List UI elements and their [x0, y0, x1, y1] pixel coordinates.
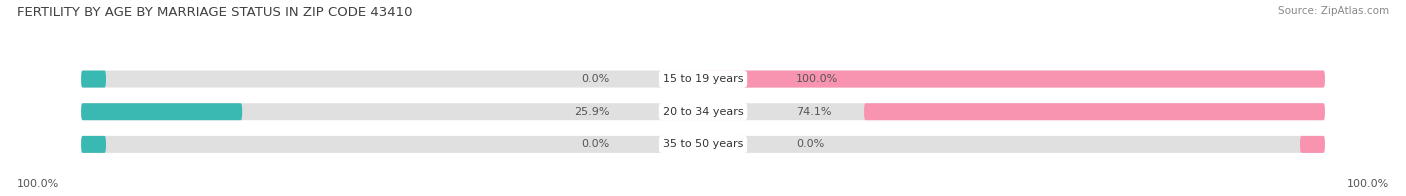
FancyBboxPatch shape — [82, 136, 105, 153]
Text: 20 to 34 years: 20 to 34 years — [662, 107, 744, 117]
FancyBboxPatch shape — [865, 103, 1324, 120]
Text: 0.0%: 0.0% — [582, 139, 610, 149]
Text: 35 to 50 years: 35 to 50 years — [662, 139, 744, 149]
Text: Source: ZipAtlas.com: Source: ZipAtlas.com — [1278, 6, 1389, 16]
Text: 0.0%: 0.0% — [796, 139, 824, 149]
FancyBboxPatch shape — [1301, 136, 1324, 153]
Text: 100.0%: 100.0% — [17, 179, 59, 189]
Text: 74.1%: 74.1% — [796, 107, 832, 117]
Text: 0.0%: 0.0% — [582, 74, 610, 84]
FancyBboxPatch shape — [703, 71, 1324, 88]
Text: 100.0%: 100.0% — [796, 74, 838, 84]
FancyBboxPatch shape — [82, 103, 1324, 120]
FancyBboxPatch shape — [82, 103, 242, 120]
Text: 100.0%: 100.0% — [1347, 179, 1389, 189]
Text: 25.9%: 25.9% — [574, 107, 610, 117]
FancyBboxPatch shape — [82, 136, 1324, 153]
FancyBboxPatch shape — [82, 71, 105, 88]
FancyBboxPatch shape — [82, 71, 1324, 88]
Text: 15 to 19 years: 15 to 19 years — [662, 74, 744, 84]
Text: FERTILITY BY AGE BY MARRIAGE STATUS IN ZIP CODE 43410: FERTILITY BY AGE BY MARRIAGE STATUS IN Z… — [17, 6, 412, 19]
